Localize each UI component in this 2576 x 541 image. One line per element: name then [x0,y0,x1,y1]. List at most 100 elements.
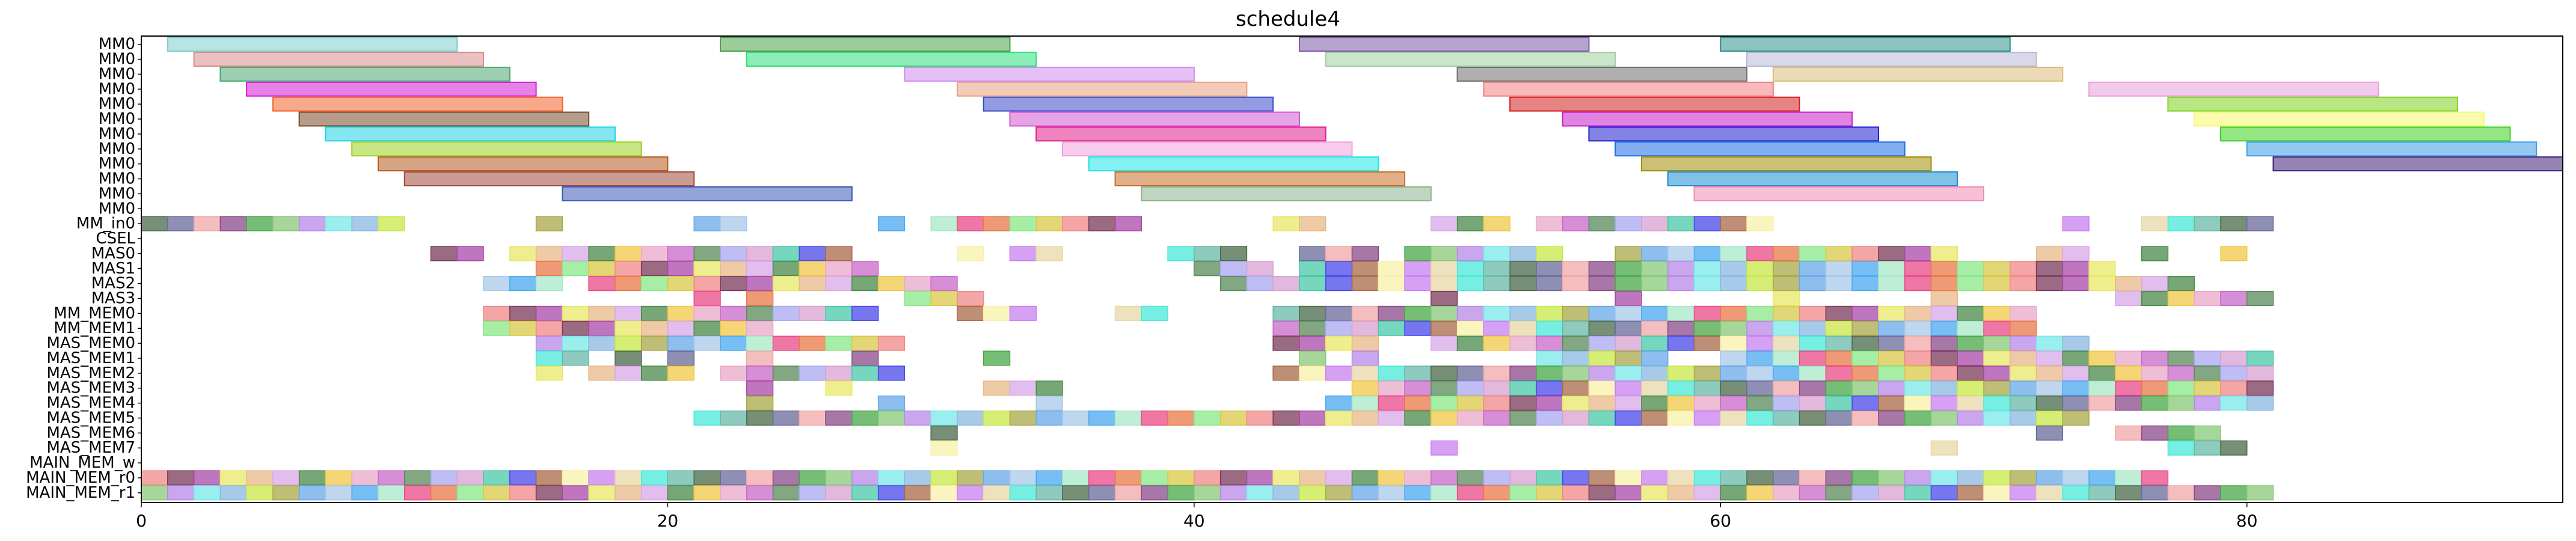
gantt-block [799,305,826,321]
gantt-block [2167,485,2195,501]
gantt-block [272,485,300,501]
gantt-block [456,246,484,261]
gantt-block [1588,305,1616,321]
gantt-bar [246,81,537,97]
gantt-block [2088,485,2116,501]
gantt-block [1904,246,1932,261]
gantt-block [2141,216,2169,231]
gantt-block [1851,381,1879,396]
gantt-block [799,365,826,381]
gantt-block [720,485,747,501]
gantt-block [1746,276,1774,292]
gantt-block [746,485,774,501]
gantt-block [1667,365,1695,381]
gantt-block [1773,246,1800,261]
gantt-block [2141,350,2169,366]
gantt-block [1878,396,1906,411]
gantt-block [1773,396,1800,411]
gantt-block [746,396,774,411]
gantt-block [588,365,616,381]
gantt-block [720,320,747,336]
gantt-block [588,261,616,277]
gantt-block [1693,246,1722,261]
gantt-block [2220,381,2248,396]
gantt-block [535,350,563,366]
gantt-block [2062,246,2090,261]
gantt-block [1720,410,1747,426]
gantt-block [1483,396,1510,411]
gantt-block [2194,485,2221,501]
gantt-block [1799,485,1827,501]
gantt-block [930,276,958,292]
gantt-block [1325,276,1353,292]
y-tick-label: MAS_MEM7 [46,439,135,457]
gantt-block [983,470,1011,486]
gantt-block [799,470,826,486]
gantt-block [1536,261,1563,277]
gantt-block [1667,335,1695,351]
gantt-block [1456,276,1485,292]
gantt-block [1351,410,1379,426]
gantt-block [2035,396,2064,411]
gantt-block [1194,246,1221,261]
gantt-block [1378,396,1405,411]
gantt-block [1009,216,1037,231]
gantt-block [2062,335,2090,351]
gantt-bar [2219,126,2511,142]
gantt-bar [1615,141,1906,157]
gantt-block [2194,290,2221,307]
gantt-block [2010,276,2037,292]
gantt-block [1404,470,1432,486]
gantt-block [1299,261,1326,277]
gantt-block [746,320,774,336]
gantt-block [1641,216,1669,231]
gantt-block [2194,396,2221,411]
gantt-block [1378,365,1405,381]
gantt-block [1509,365,1537,381]
gantt-block [851,350,879,366]
gantt-block [1773,290,1800,307]
gantt-block [2167,276,2195,292]
gantt-block [1615,320,1642,336]
gantt-block [1325,470,1353,486]
gantt-block [746,365,774,381]
gantt-block [1536,365,1563,381]
gantt-block [562,305,589,321]
gantt-block [1378,485,1405,501]
gantt-block [535,261,563,277]
gantt-block [1378,320,1405,336]
gantt-block [1746,396,1774,411]
gantt-bar [1483,81,1774,97]
gantt-block [1957,350,1984,366]
gantt-block [1536,470,1563,486]
gantt-block [1641,276,1669,292]
gantt-block [667,320,695,336]
y-tick-label: MAIN_MEM_w [29,454,135,472]
gantt-block [1615,276,1642,292]
gantt-block [1773,305,1800,321]
gantt-block [1272,410,1300,426]
gantt-block [615,246,642,261]
gantt-block [2010,381,2037,396]
gantt-block [141,216,168,231]
gantt-block [2141,365,2169,381]
gantt-block [851,276,879,292]
gantt-block [2167,350,2195,366]
gantt-block [1667,261,1695,277]
gantt-block [2220,440,2248,456]
gantt-block [1615,261,1642,277]
gantt-block [1404,410,1432,426]
gantt-block [1483,381,1510,396]
gantt-block [772,470,800,486]
gantt-block [1351,350,1379,366]
gantt-block [746,261,774,277]
gantt-block [1536,381,1563,396]
gantt-block [2035,350,2064,366]
gantt-block [562,350,589,366]
gantt-block [1957,365,1984,381]
gantt-block [825,365,853,381]
gantt-block [772,485,800,501]
gantt-block [851,485,879,501]
gantt-block [1536,320,1563,336]
gantt-block [983,381,1011,396]
